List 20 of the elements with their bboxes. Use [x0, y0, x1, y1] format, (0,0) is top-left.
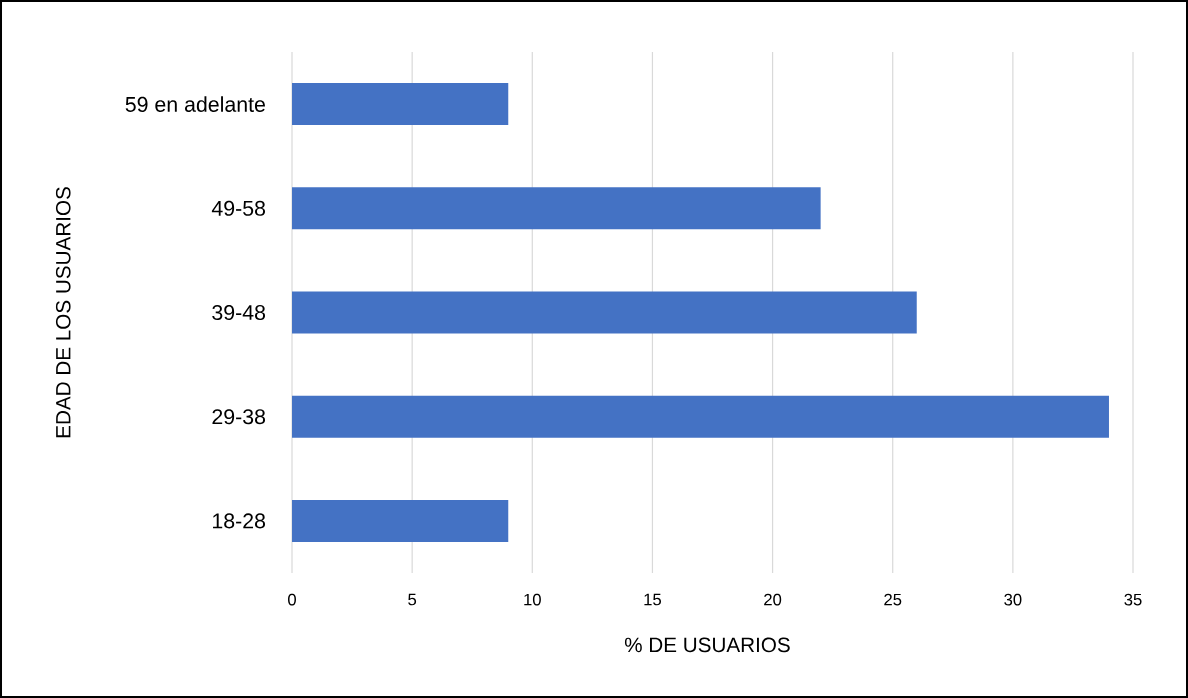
bar [292, 187, 821, 230]
bar [292, 83, 509, 126]
x-tick-label: 0 [288, 593, 296, 606]
x-tick-label: 25 [884, 593, 902, 606]
x-axis-title: % DE USUARIOS [624, 637, 790, 653]
y-tick-label: 18-28 [213, 513, 266, 529]
bar [292, 499, 509, 542]
x-tick-label: 35 [1124, 593, 1142, 606]
x-tick-label: 15 [644, 593, 661, 606]
y-tick-label: 39-48 [212, 304, 266, 321]
y-tick-label: 29-38 [212, 409, 266, 425]
x-tick-label: 30 [1004, 593, 1022, 606]
x-tick-label: 20 [764, 593, 782, 606]
x-tick-label: 10 [524, 593, 541, 606]
y-axis-title: EDAD DE LOS USUARIOS [55, 187, 71, 438]
bar [292, 395, 1109, 438]
bar [292, 291, 917, 334]
y-tick-label: 49-58 [211, 200, 266, 216]
y-tick-label: 59 en adelante [125, 96, 265, 112]
x-tick-label: 5 [408, 593, 417, 606]
